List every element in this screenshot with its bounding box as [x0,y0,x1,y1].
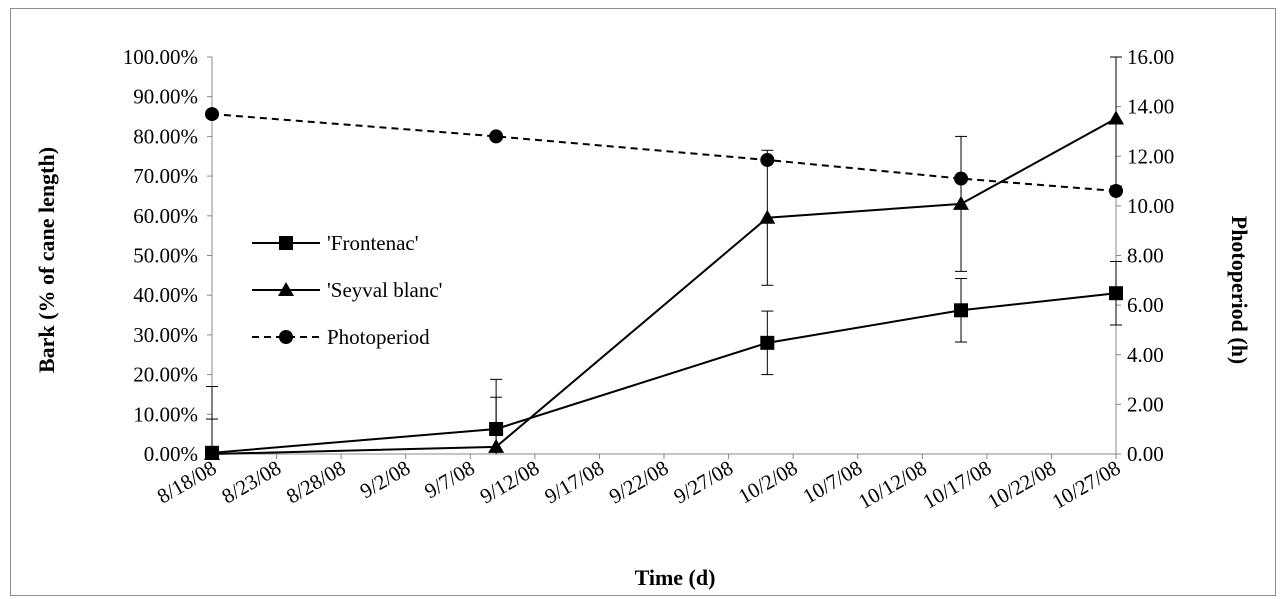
series-line [211,113,1117,192]
y2-axis-title: Photoperiod (h) [1227,216,1252,365]
x-tick-label: 9/12/08 [476,456,544,509]
series-3 [205,107,1123,198]
y2-tick-label: 14.00 [1127,95,1174,119]
data-point-square [760,335,775,350]
x-tick-label: 10/22/08 [983,456,1060,514]
y2-tick-label: 6.00 [1127,293,1164,317]
data-point-circle [279,330,293,344]
x-tick-label: 9/17/08 [540,456,608,509]
y2-tick-label: 8.00 [1127,244,1164,268]
y-tick-label: 40.00% [133,283,198,307]
series-2 [204,56,1124,460]
data-point-triangle [759,209,776,224]
y2-tick-label: 16.00 [1127,45,1174,69]
data-point-circle [1109,183,1123,198]
y2-tick-label: 2.00 [1127,392,1164,416]
data-point-triangle [953,195,970,210]
y2-tick-label: 12.00 [1127,144,1174,168]
data-point-circle [489,129,504,144]
y2-tick-label: 10.00 [1127,194,1174,218]
y-axis-title: Bark (% of cane length) [34,147,59,373]
y-tick-label: 10.00% [133,402,198,426]
data-point-triangle [204,446,220,460]
x-tick-label: 10/12/08 [854,456,931,514]
data-point-square [954,303,969,318]
y-tick-label: 0.00% [144,442,198,466]
y-tick-label: 30.00% [133,323,198,347]
plot-area [204,56,1124,460]
data-point-triangle [488,438,505,453]
x-tick-label: 8/28/08 [282,456,350,509]
data-point-triangle [1108,110,1124,125]
data-point-triangle [278,282,294,296]
chart-frame [10,8,1276,596]
series-line [211,292,1117,454]
y-tick-label: 50.00% [133,244,198,268]
y-tick-label: 90.00% [133,85,198,109]
legend-label: Photoperiod [327,325,430,349]
y2-tick-label: 0.00 [1127,442,1164,466]
data-point-square [279,236,293,250]
y-tick-label: 20.00% [133,363,198,387]
x-tick-label: 10/2/08 [734,456,802,509]
x-tick-label: 10/27/08 [1048,456,1125,514]
x-tick-label: 8/23/08 [217,456,285,509]
data-point-circle [205,107,219,122]
y-tick-label: 60.00% [133,204,198,228]
y2-tick-label: 4.00 [1127,343,1164,367]
y-tick-label: 80.00% [133,124,198,148]
axes: 0.00% 10.00% 20.00% 30.00% 40.00% 50.00% 60.00… [123,45,1175,514]
data-point-circle [760,152,775,167]
y-tick-label: 100.00% [123,45,198,69]
legend-label: 'Frontenac' [327,231,419,255]
x-tick-label: 9/22/08 [605,456,673,509]
data-point-circle [954,171,969,186]
x-axis-title: Time (d) [635,565,716,590]
x-tick-label: 9/7/08 [420,456,478,504]
legend: 'Frontenac' 'Seyval blanc' Photoperiod [252,231,442,349]
legend-label: 'Seyval blanc' [327,278,442,302]
x-tick-label: 9/2/08 [356,456,414,504]
data-point-square [1109,286,1123,301]
x-tick-label: 10/7/08 [799,456,867,509]
y-tick-label: 70.00% [133,164,198,188]
x-tick-label: 9/27/08 [669,456,737,509]
x-tick-label: 10/17/08 [919,456,996,514]
